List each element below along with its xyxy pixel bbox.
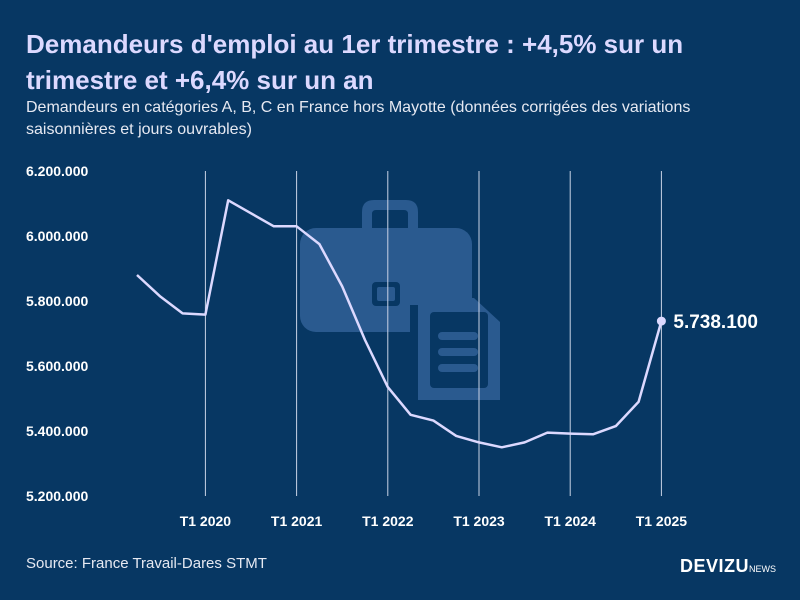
data-label: 5.738.100 — [673, 312, 758, 333]
y-tick-label: 6.000.000 — [26, 228, 88, 244]
x-tick-label: T1 2025 — [636, 513, 688, 529]
x-tick-label: T1 2021 — [271, 513, 323, 529]
series-line — [136, 199, 663, 449]
y-tick-label: 5.400.000 — [26, 423, 88, 439]
source-note: Source: France Travail-Dares STMT — [26, 555, 267, 572]
plot-area: 5.738.100 — [136, 199, 758, 449]
chart-subtitle: Demandeurs en catégories A, B, C en Fran… — [26, 99, 691, 138]
chart-title: Demandeurs d'emploi au 1er trimestre : +… — [26, 29, 684, 95]
last-data-point — [656, 316, 666, 326]
y-tick-label: 6.200.000 — [26, 163, 88, 179]
x-tick-label: T1 2024 — [545, 513, 597, 529]
x-tick-label: T1 2023 — [453, 513, 505, 529]
x-tick-label: T1 2020 — [180, 513, 232, 529]
brand-suffix: NEWS — [749, 564, 776, 574]
brand-logo: DEVIZUNEWS — [680, 556, 776, 577]
x-tick-label: T1 2022 — [362, 513, 414, 529]
y-tick-label: 5.600.000 — [26, 358, 88, 374]
x-axis: T1 2020 T1 2021 T1 2022 T1 2023 T1 2024 T1 20… — [180, 513, 688, 529]
y-tick-label: 5.200.000 — [26, 488, 88, 504]
y-tick-label: 5.800.000 — [26, 293, 88, 309]
y-axis: 5.200.000 5.400.000 5.600.000 5.800.000 6.00… — [26, 163, 88, 504]
document-icon — [410, 298, 500, 400]
brand-name: DEVIZU — [679, 556, 749, 576]
